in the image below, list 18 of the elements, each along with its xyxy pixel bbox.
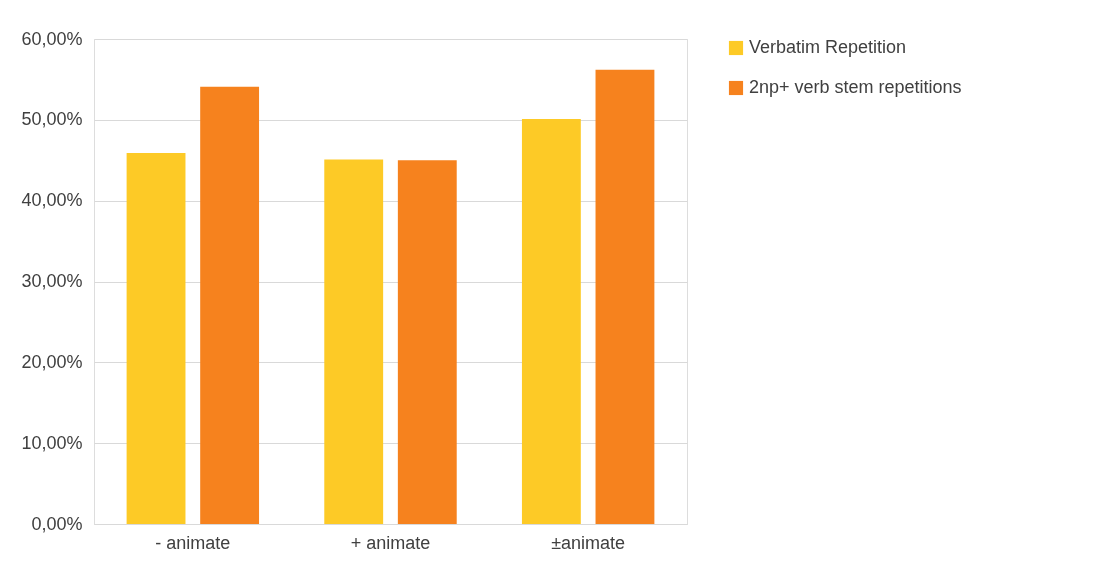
y-tick-label: 10,00%: [21, 432, 83, 453]
legend-label: 2np+ verb stem repetitions: [749, 77, 962, 97]
y-tick-label: 50,00%: [21, 109, 83, 130]
y-tick-label: 60,00%: [21, 28, 83, 49]
bar: [126, 152, 186, 524]
legend-label: Verbatim Repetition: [749, 37, 907, 57]
bar: [324, 159, 384, 524]
x-tick-label: + animate: [350, 532, 431, 553]
y-tick-label: 40,00%: [21, 190, 83, 211]
y-tick-label: 30,00%: [21, 271, 83, 291]
bar: [521, 119, 581, 524]
y-tick-label: 0,00%: [31, 513, 83, 534]
bar: [397, 160, 457, 524]
x-tick-label: ±animate: [551, 532, 626, 553]
bar: [200, 86, 260, 524]
y-tick-label: 20,00%: [21, 351, 83, 372]
bar: [595, 69, 655, 524]
x-tick-label: - animate: [155, 532, 231, 553]
